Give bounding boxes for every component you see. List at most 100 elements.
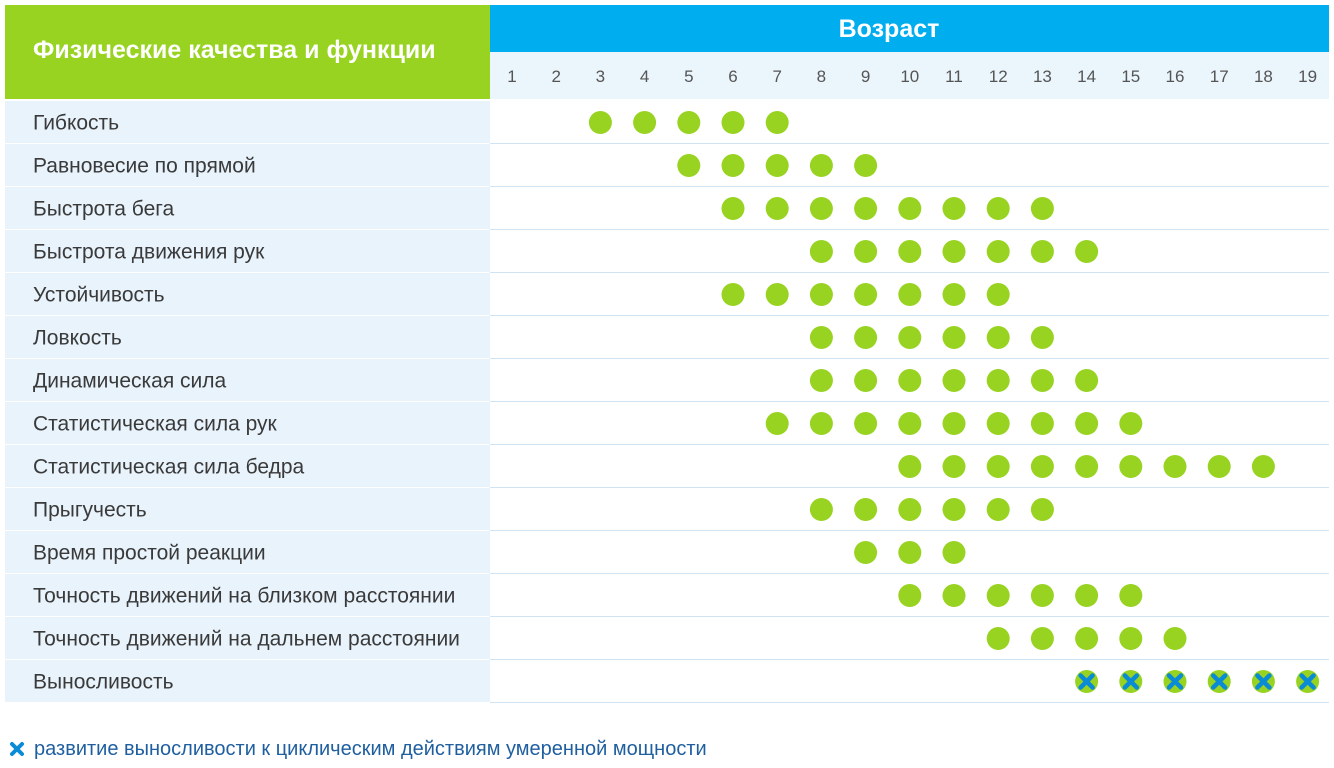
table-row: Быстрота движения рук	[5, 230, 1329, 273]
age-header-cell: 9	[861, 67, 870, 86]
age-dot	[1075, 455, 1099, 478]
age-header-cell: 18	[1254, 67, 1273, 86]
age-dot	[1075, 412, 1099, 435]
age-dot	[986, 326, 1010, 349]
age-dot	[898, 584, 922, 607]
age-dot	[1030, 326, 1054, 349]
age-dot	[942, 412, 966, 435]
row-label: Точность движений на близком расстоянии	[33, 585, 455, 608]
age-dot	[942, 197, 966, 220]
row-label: Статистическая сила бедра	[33, 456, 305, 479]
age-dot	[809, 240, 833, 263]
age-dot	[898, 197, 922, 220]
age-header-cell: 19	[1298, 67, 1317, 86]
age-dot	[942, 283, 966, 306]
age-dot	[1030, 197, 1054, 220]
row-label-bg	[5, 273, 490, 315]
row-label: Устойчивость	[33, 284, 165, 307]
age-dot	[809, 369, 833, 392]
age-dot	[809, 283, 833, 306]
age-dot	[942, 541, 966, 564]
age-dot	[1163, 627, 1187, 650]
age-dot	[986, 584, 1010, 607]
age-dot	[942, 584, 966, 607]
age-dot	[986, 283, 1010, 306]
age-dot	[986, 369, 1010, 392]
table-row: Выносливость	[5, 660, 1329, 703]
table-row: Гибкость	[5, 101, 1329, 144]
age-dot	[942, 326, 966, 349]
row-label-bg	[5, 402, 490, 444]
age-dot	[721, 283, 745, 306]
row-label-bg	[5, 531, 490, 573]
age-dot	[809, 326, 833, 349]
age-header-cell: 2	[551, 67, 560, 86]
row-label: Гибкость	[33, 112, 119, 135]
legend-label: развитие выносливости к циклическим дейс…	[34, 737, 707, 760]
age-dot	[1030, 412, 1054, 435]
age-dot	[898, 326, 922, 349]
age-header-cell: 5	[684, 67, 693, 86]
age-dot	[721, 197, 745, 220]
age-dot	[588, 111, 612, 134]
row-label: Ловкость	[33, 327, 122, 350]
table-row: Устойчивость	[5, 273, 1329, 316]
table-row: Динамическая сила	[5, 359, 1329, 402]
row-label-bg	[5, 445, 490, 487]
row-label-bg	[5, 359, 490, 401]
age-header-cell: 12	[989, 67, 1008, 86]
age-dot	[633, 111, 657, 134]
age-header-bg	[490, 5, 1329, 52]
age-dot	[854, 197, 878, 220]
age-dot	[765, 283, 789, 306]
age-dot	[898, 369, 922, 392]
age-dot	[809, 412, 833, 435]
age-dot	[809, 154, 833, 177]
age-dot	[1030, 369, 1054, 392]
row-label-bg	[5, 617, 490, 659]
row-label-bg	[5, 574, 490, 616]
age-dot	[898, 541, 922, 564]
age-numbers-row-bg	[490, 52, 1329, 99]
age-header-cell: 11	[945, 67, 963, 86]
age-dot	[809, 498, 833, 521]
row-label-bg	[5, 230, 490, 272]
age-header-cell: 8	[817, 67, 826, 86]
age-dot	[765, 154, 789, 177]
age-dot	[854, 283, 878, 306]
age-dot	[986, 197, 1010, 220]
row-label: Быстрота бега	[33, 198, 174, 221]
age-dot	[721, 154, 745, 177]
age-header-cell: 3	[596, 67, 605, 86]
row-label-bg	[5, 144, 490, 186]
age-dot	[942, 369, 966, 392]
age-dot	[765, 412, 789, 435]
age-dot	[1030, 498, 1054, 521]
row-label-bg	[5, 488, 490, 530]
table-row: Статистическая сила рук	[5, 402, 1329, 445]
age-dot	[765, 111, 789, 134]
age-dot	[854, 240, 878, 263]
table-row: Точность движений на близком расстоянии	[5, 574, 1329, 617]
cross-icon	[1255, 673, 1272, 690]
age-dot	[1075, 240, 1099, 263]
age-dot	[1119, 412, 1143, 435]
age-dot	[765, 197, 789, 220]
row-label-bg	[5, 316, 490, 358]
age-header-cell: 17	[1210, 67, 1229, 86]
row-label: Прыгучесть	[33, 499, 147, 522]
age-dot	[942, 455, 966, 478]
age-dot	[1207, 455, 1231, 478]
age-dot	[898, 498, 922, 521]
table-row: Время простой реакции	[5, 531, 1329, 574]
row-label-bg	[5, 187, 490, 229]
age-dot	[1163, 455, 1187, 478]
age-dot	[1119, 627, 1143, 650]
age-dot	[898, 412, 922, 435]
cross-icon	[1166, 673, 1184, 690]
age-dot	[809, 197, 833, 220]
table-rows: Гибкость Равновесие по прямой Быстрота бег…	[5, 101, 1329, 703]
age-dot	[721, 111, 745, 134]
age-dot	[942, 240, 966, 263]
